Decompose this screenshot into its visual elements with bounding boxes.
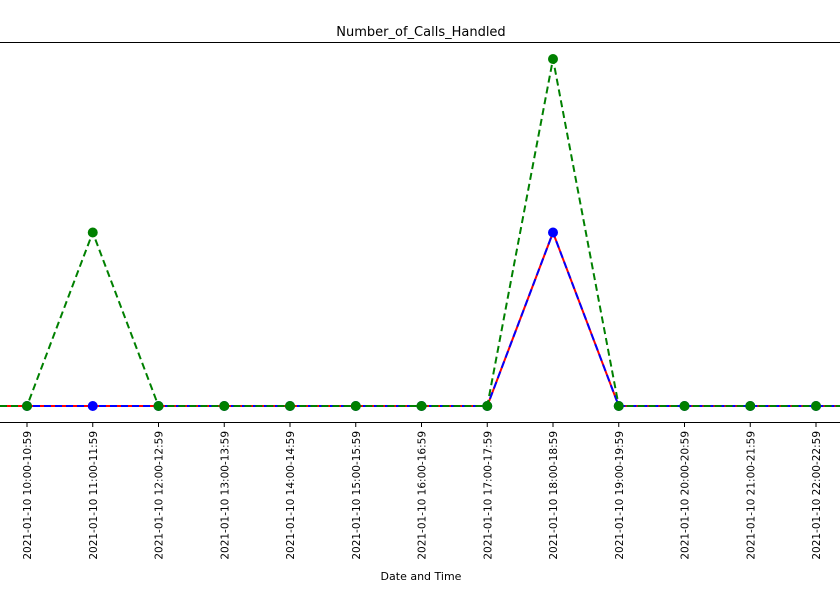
series-line-0 [0,229,840,407]
x-tick-label: 2021-01-10 18:00-18:59 [548,431,560,560]
data-point-s2-7 [482,401,493,411]
x-tick-label: 2021-01-10 11:00-11:59 [88,431,100,560]
x-tick-label: 2021-01-10 10:00-10:59 [22,431,34,560]
x-tick-label: 2021-01-10 20:00-20:59 [680,431,692,560]
x-tick-label: 2021-01-10 14:00-14:59 [285,431,297,560]
data-point-s2-8 [548,54,558,64]
x-tick-label: 2021-01-10 12:00-12:59 [154,431,166,560]
data-point-s1-8 [548,227,558,238]
data-point-s1-1 [87,401,98,411]
data-point-s2-12 [811,401,821,411]
x-tick-label: 2021-01-10 17:00-17:59 [482,431,494,560]
data-point-s2-0 [22,401,32,411]
data-point-s2-10 [679,401,690,411]
x-tick-label: 2021-01-10 16:00-16:59 [417,431,429,560]
data-point-s2-1 [87,227,98,238]
x-tick-label: 2021-01-10 19:00-19:59 [614,431,626,560]
chart-title: Number_of_Calls_Handled [336,25,505,40]
x-tick-label: 2021-01-10 13:00-13:59 [219,431,231,560]
series-line-1 [0,229,840,407]
data-point-s2-4 [285,401,295,411]
data-point-s2-9 [613,401,624,411]
data-point-s2-5 [350,401,361,411]
x-axis-label: Date and Time [381,570,462,583]
series-line-2 [0,58,840,407]
series-layer [0,54,840,411]
x-axis-ticks: 2021-01-10 10:00-10:59 2021-01-10 11:00-1… [22,422,823,560]
x-tick-label: 2021-01-10 22:00-22:59 [811,431,823,560]
data-point-s2-6 [416,401,427,411]
data-point-s2-2 [153,401,164,411]
x-tick-label: 2021-01-10 15:00-15:59 [351,431,363,560]
data-point-s2-11 [745,401,756,411]
data-point-s2-3 [219,401,230,411]
x-tick-label: 2021-01-10 21:00-21:59 [745,431,757,560]
